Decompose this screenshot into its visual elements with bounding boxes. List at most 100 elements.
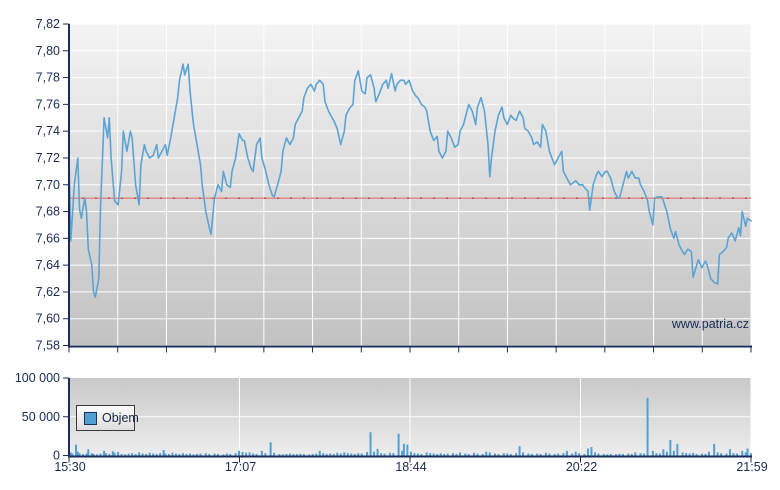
price-axis-ticks (63, 23, 752, 353)
volume-bar (494, 453, 497, 456)
volume-bar (586, 448, 589, 456)
volume-bar (229, 453, 232, 456)
volume-axis-ticks (63, 377, 752, 463)
volume-bar (481, 453, 484, 456)
volume-bar (451, 453, 454, 456)
volume-bar (99, 453, 102, 456)
volume-bar (318, 450, 321, 456)
y-axis-label: 7,60 (36, 312, 60, 326)
volume-bar (260, 450, 263, 456)
volume-bar (255, 453, 258, 456)
volume-bar (397, 433, 400, 456)
x-axis-label: 21:59 (736, 460, 767, 474)
x-axis-labels: 15:30 17:07 18:44 20:22 21:59 (54, 460, 767, 474)
volume-bar (281, 454, 284, 456)
volume-bar (96, 454, 99, 456)
price-y-labels: 7,82 7,80 7,78 7,76 7,74 7,72 7,70 7,68 7,66 7,64… (36, 17, 60, 353)
volume-bar (213, 453, 216, 456)
volume-bar (665, 451, 668, 456)
volume-bar (167, 453, 170, 456)
volume-bar (199, 453, 202, 456)
volume-bar (744, 452, 747, 456)
volume-bar (288, 453, 291, 456)
volume-bar (750, 453, 752, 456)
legend-box: Objem (76, 405, 139, 431)
volume-bar (315, 453, 318, 456)
x-axis-label: 20:22 (566, 460, 597, 474)
volume-bar (148, 452, 151, 456)
volume-bar (392, 453, 395, 456)
volume-bar (458, 452, 461, 456)
volume-bar (509, 453, 512, 456)
volume-bar (75, 444, 78, 456)
volume-bar (285, 453, 288, 456)
volume-bar (643, 453, 646, 456)
volume-bar (506, 453, 509, 456)
volume-bar (688, 453, 691, 456)
volume-bar (138, 452, 141, 456)
volume-bar (443, 453, 446, 456)
volume-bar (565, 450, 568, 456)
volume-bar (373, 451, 376, 456)
volume-bar (634, 452, 637, 456)
x-axis-label: 18:44 (395, 460, 426, 474)
volume-bar (322, 453, 325, 456)
y-axis-label: 7,66 (36, 231, 60, 245)
volume-bar (593, 452, 596, 456)
volume-bar (446, 453, 449, 456)
volume-bar (416, 453, 419, 456)
y-axis-label: 7,68 (36, 205, 60, 219)
y-axis-label: 7,82 (36, 17, 60, 31)
volume-bar (574, 451, 577, 456)
volume-bar (124, 454, 127, 456)
volume-bar (353, 453, 356, 456)
volume-bar (117, 452, 120, 456)
y-axis-label: 100 000 (15, 371, 60, 385)
volume-bar (69, 452, 72, 456)
volume-bar (406, 444, 409, 456)
volume-bar (455, 453, 458, 456)
volume-bar (669, 440, 672, 456)
volume-bar (336, 452, 339, 456)
volume-bar (325, 453, 328, 456)
volume-bar (82, 453, 85, 456)
volume-bar (238, 450, 241, 456)
volume-bar (273, 452, 276, 456)
volume-bar (162, 450, 165, 456)
volume-y-labels: 0 50 000 100 000 (15, 371, 60, 463)
y-axis-label: 7,62 (36, 285, 60, 299)
volume-bar (732, 453, 735, 456)
volume-bar (376, 448, 379, 456)
volume-bar (557, 453, 560, 456)
volume-bar (662, 449, 665, 456)
volume-bar (488, 452, 491, 456)
volume-bar (658, 453, 661, 456)
volume-bar (672, 450, 675, 456)
volume-bar (544, 452, 547, 456)
volume-bar (685, 453, 688, 456)
volume-bar (104, 453, 107, 456)
volume-bar (152, 453, 155, 456)
volume-bar (185, 453, 188, 456)
volume-bar (350, 453, 353, 456)
y-axis-label: 0 (53, 449, 60, 463)
volume-bar (720, 453, 723, 456)
volume-bar (646, 398, 649, 456)
volume-bar (618, 453, 621, 456)
volume-bar (716, 452, 719, 456)
y-axis-label: 7,80 (36, 44, 60, 58)
volume-bar (108, 453, 111, 456)
volume-bar (269, 442, 272, 456)
volume-bar (432, 453, 435, 456)
volume-bar (380, 453, 383, 456)
volume-bar (571, 453, 574, 456)
volume-bar (439, 453, 442, 456)
y-axis-label: 7,76 (36, 97, 60, 111)
volume-bar (383, 453, 386, 456)
volume-bar (472, 452, 475, 456)
volume-bar (553, 453, 556, 456)
y-axis-label: 7,78 (36, 71, 60, 85)
volume-bar (346, 453, 349, 456)
volume-bar (609, 453, 612, 456)
